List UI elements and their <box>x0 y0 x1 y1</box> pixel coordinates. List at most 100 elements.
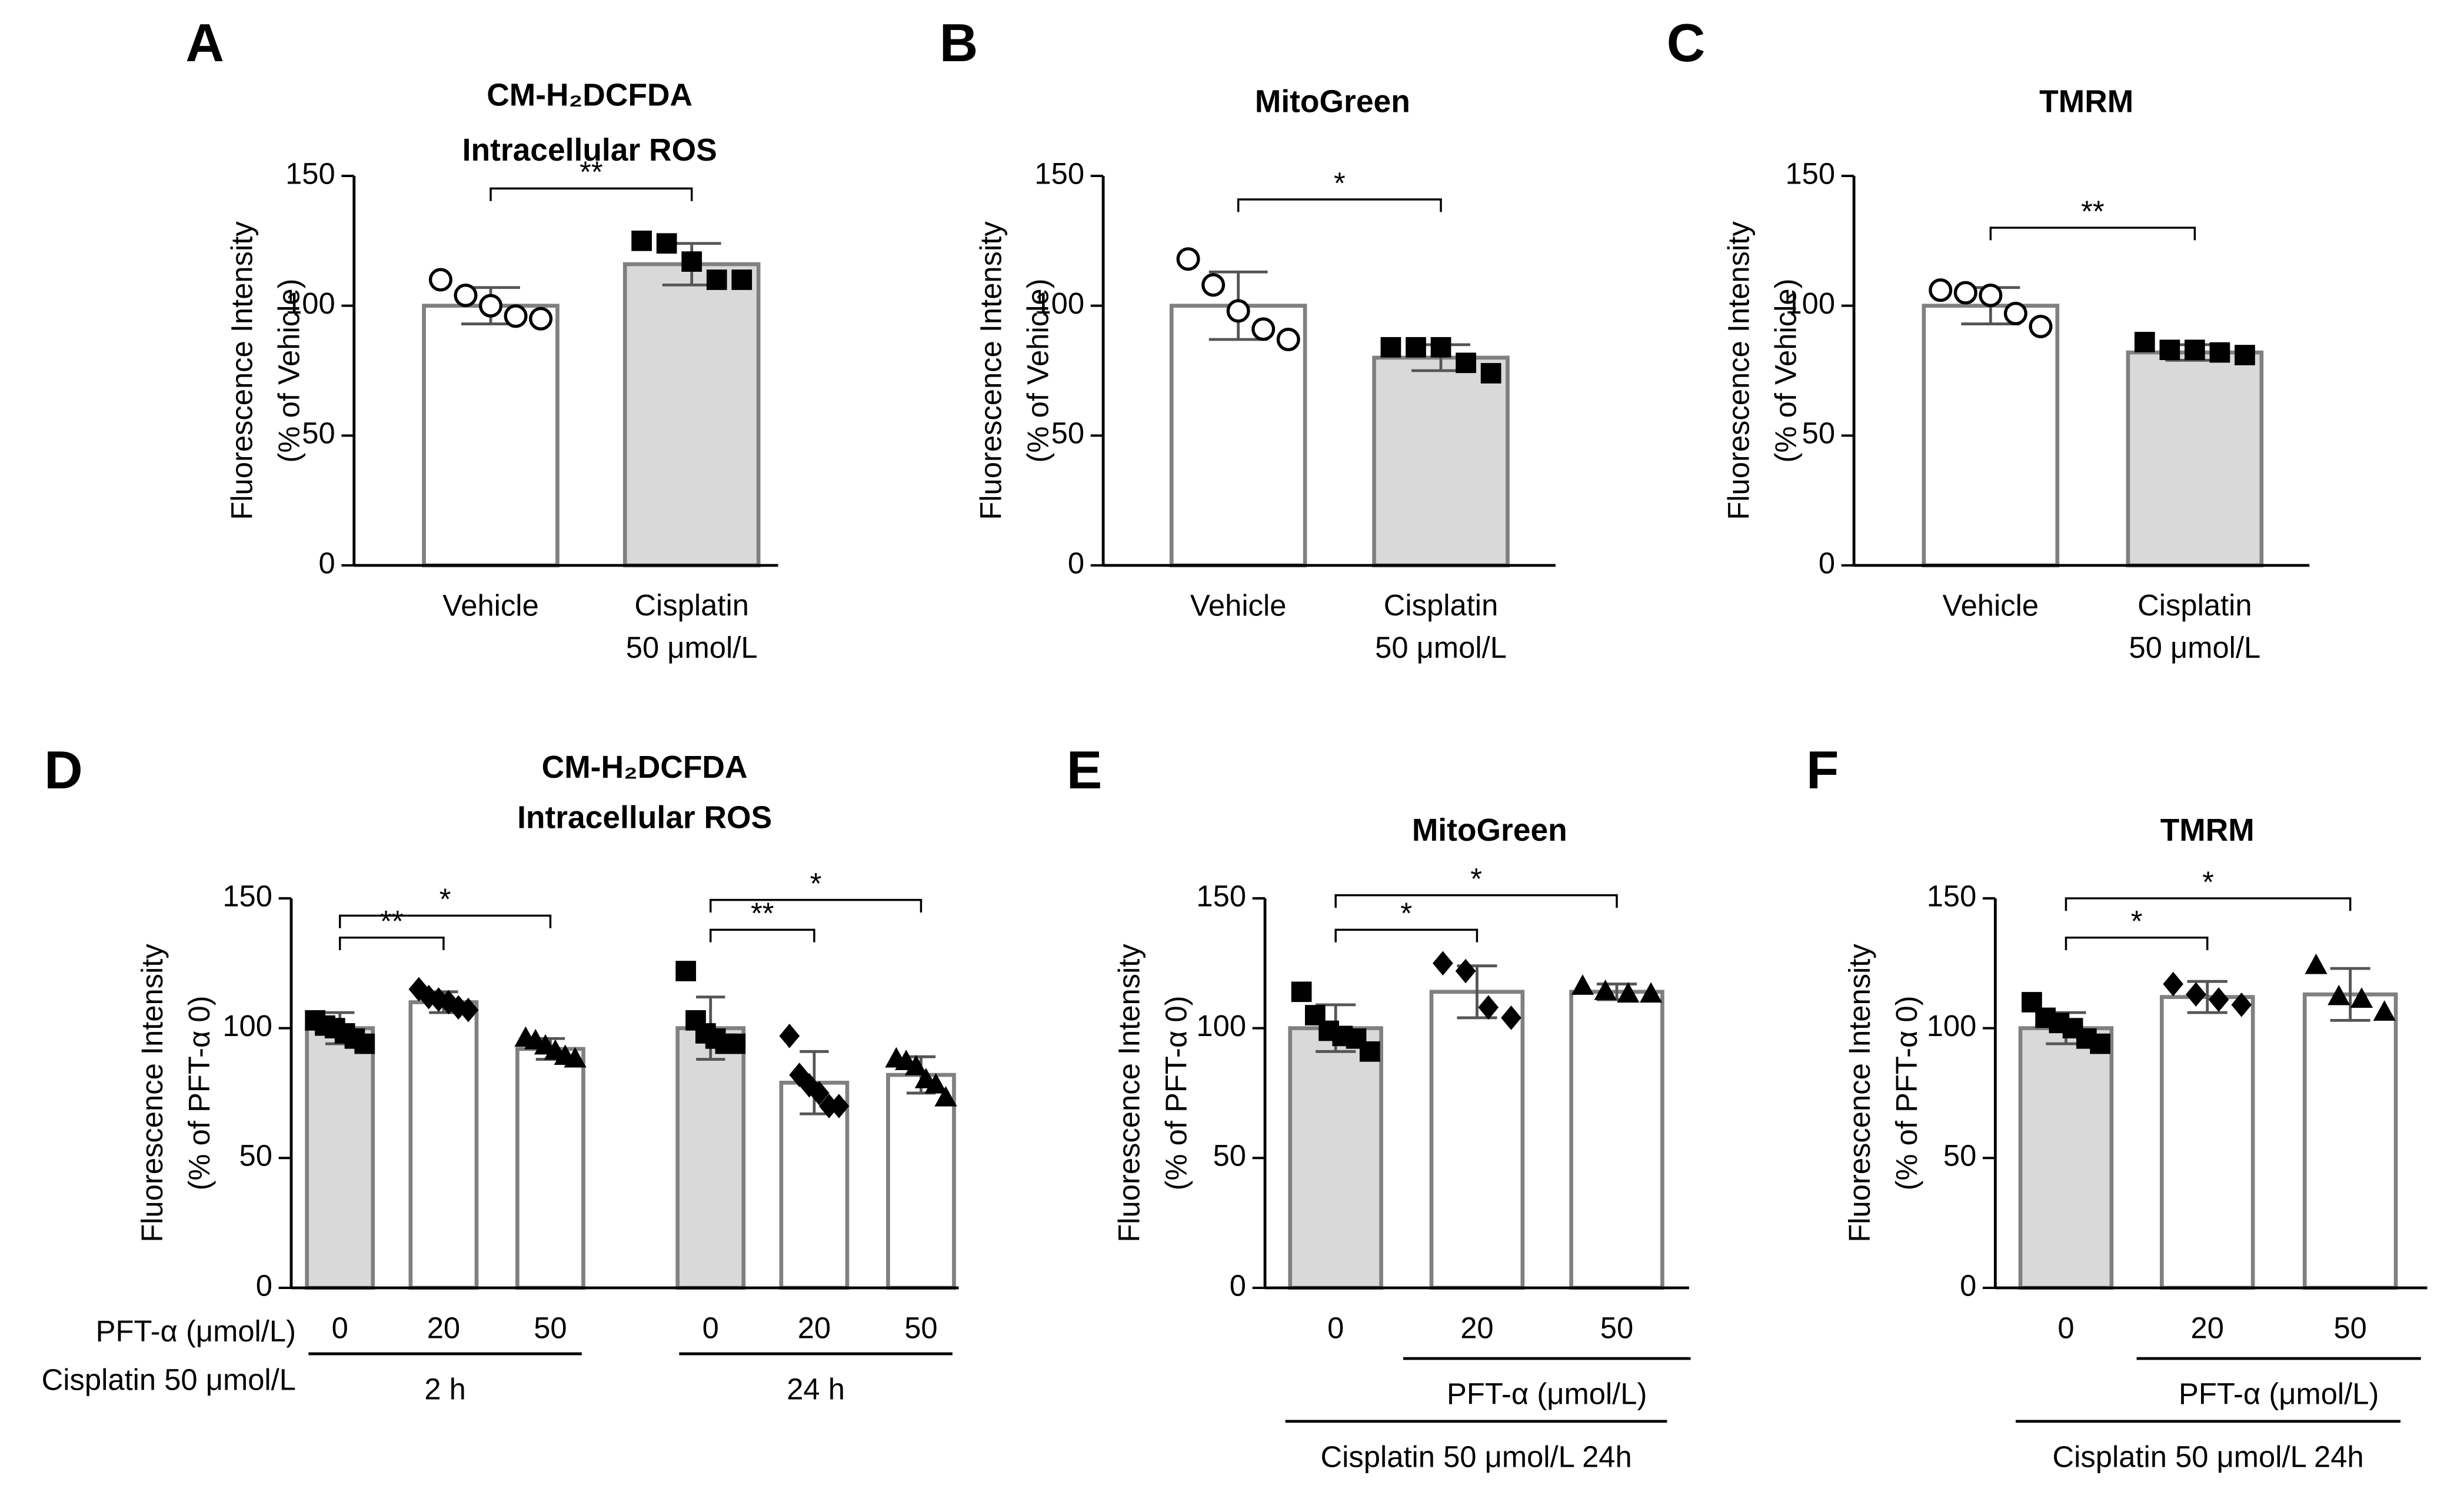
y-axis-label: Fluorescence Intensity <box>974 221 1008 520</box>
panel-letter: C <box>1667 14 1706 73</box>
x-tick-label: 20 <box>1460 1311 1493 1344</box>
y-tick-label: 100 <box>1927 1009 1977 1043</box>
y-tick-label: 50 <box>1802 417 1835 450</box>
bar <box>886 1073 956 1290</box>
x-tick-label: 20 <box>798 1311 831 1344</box>
data-point <box>1276 328 1300 352</box>
y-tick-label: 100 <box>1785 287 1835 320</box>
significance-label: * <box>439 882 451 916</box>
data-point <box>2373 1000 2396 1021</box>
data-point <box>1359 1041 1380 1062</box>
group-label: Cisplatin 50 μmol/L 24h <box>2052 1440 2363 1473</box>
chart-title: Intracellular ROS <box>462 133 717 168</box>
x-tick-label: 20 <box>427 1311 460 1344</box>
x-tick-label: 50 <box>1600 1311 1633 1344</box>
y-axis-label: (% of Vehicle) <box>1021 279 1055 463</box>
bar <box>675 1026 746 1290</box>
y-tick-label: 150 <box>1034 156 1084 190</box>
y-axis-label: (% of Vehicle) <box>272 279 305 463</box>
data-point <box>1176 247 1200 271</box>
panel-letter: D <box>44 741 83 800</box>
group-label: PFT-α (μmol/L) <box>2179 1377 2379 1411</box>
data-point <box>2163 971 2184 997</box>
data-point <box>2208 987 2229 1012</box>
x-tick-label: 50 <box>534 1311 567 1344</box>
significance-bracket <box>1237 198 1442 212</box>
x-tick-label: 0 <box>2057 1311 2074 1344</box>
data-point <box>454 283 478 308</box>
bar <box>2018 1026 2114 1290</box>
data-point <box>2350 987 2373 1008</box>
data-point <box>2235 345 2255 365</box>
data-point <box>1979 283 2003 308</box>
data-point <box>731 269 752 290</box>
data-point <box>1291 981 1312 1003</box>
significance-bracket <box>339 914 552 928</box>
significance-bracket <box>1989 227 2196 241</box>
row-label: PFT-α (μmol/L) <box>96 1314 296 1348</box>
significance-label: ** <box>380 904 403 938</box>
data-point <box>706 269 727 290</box>
data-point <box>934 1085 957 1107</box>
data-point <box>1430 337 1451 358</box>
data-point <box>1456 352 1476 374</box>
y-tick-label: 100 <box>1196 1009 1246 1043</box>
data-point <box>656 233 677 254</box>
data-point <box>2185 339 2205 361</box>
y-axis-label: (% of Vehicle) <box>1769 279 1802 463</box>
y-axis-label: (% of PFT-α 0) <box>1160 996 1193 1191</box>
data-point <box>354 1033 375 1054</box>
data-point <box>1571 974 1594 995</box>
x-tick-label: Vehicle <box>1943 588 2039 622</box>
chart-title: TMRM <box>2160 813 2255 848</box>
bar <box>2302 992 2398 1290</box>
bar <box>2126 350 2264 568</box>
data-point <box>1406 337 1426 358</box>
data-point <box>2090 1033 2110 1054</box>
group-label: 2 h <box>424 1373 466 1406</box>
data-point <box>408 977 429 1002</box>
y-axis-label: Fluorescence Intensity <box>135 944 169 1243</box>
data-point <box>2134 332 2155 352</box>
data-point <box>1594 980 1617 1000</box>
bar <box>1429 990 1525 1290</box>
data-point <box>675 961 697 981</box>
bar <box>1922 304 2060 568</box>
x-tick-label: 20 <box>2191 1311 2224 1344</box>
chart-title: Intracellular ROS <box>517 801 772 835</box>
bar <box>2159 995 2255 1290</box>
group-label: PFT-α (μmol/L) <box>1447 1377 1647 1411</box>
row-label: Cisplatin 50 μmol/L <box>42 1363 296 1397</box>
y-tick-label: 150 <box>222 879 272 912</box>
data-point <box>2328 984 2350 1005</box>
y-tick-label: 0 <box>1068 546 1084 580</box>
significance-label: * <box>1334 166 1346 199</box>
chart-title: CM-H₂DCFDA <box>487 78 692 113</box>
significance-bracket <box>1334 928 1479 943</box>
significance-label: ** <box>2081 194 2104 228</box>
panel-letter: A <box>185 14 224 73</box>
y-axis-label: Fluorescence Intensity <box>1722 221 1755 520</box>
y-tick-label: 0 <box>1960 1268 1976 1302</box>
group-label: Cisplatin 50 μmol/L 24h <box>1321 1440 1632 1473</box>
y-tick-label: 50 <box>1213 1139 1246 1173</box>
x-tick-label: 50 <box>2333 1311 2366 1344</box>
x-tick-label: 0 <box>332 1311 348 1344</box>
y-tick-label: 150 <box>1927 879 1977 912</box>
panel-letter: F <box>1806 741 1839 800</box>
significance-bracket <box>709 928 815 943</box>
data-point <box>2029 314 2053 338</box>
chart-title: MitoGreen <box>1412 813 1567 848</box>
x-tick-label: 50 <box>904 1311 937 1344</box>
data-point <box>904 1054 928 1075</box>
data-point <box>924 1073 947 1094</box>
x-tick-label: Cisplatin 50 μmol/L <box>626 588 758 664</box>
data-point <box>564 1047 587 1068</box>
significance-bracket <box>2065 897 2352 911</box>
data-point <box>681 251 702 272</box>
x-tick-label: 0 <box>1327 1311 1344 1344</box>
data-point <box>1617 982 1640 1003</box>
data-point <box>428 268 452 292</box>
bar <box>515 1047 585 1290</box>
data-point <box>1433 951 1453 976</box>
